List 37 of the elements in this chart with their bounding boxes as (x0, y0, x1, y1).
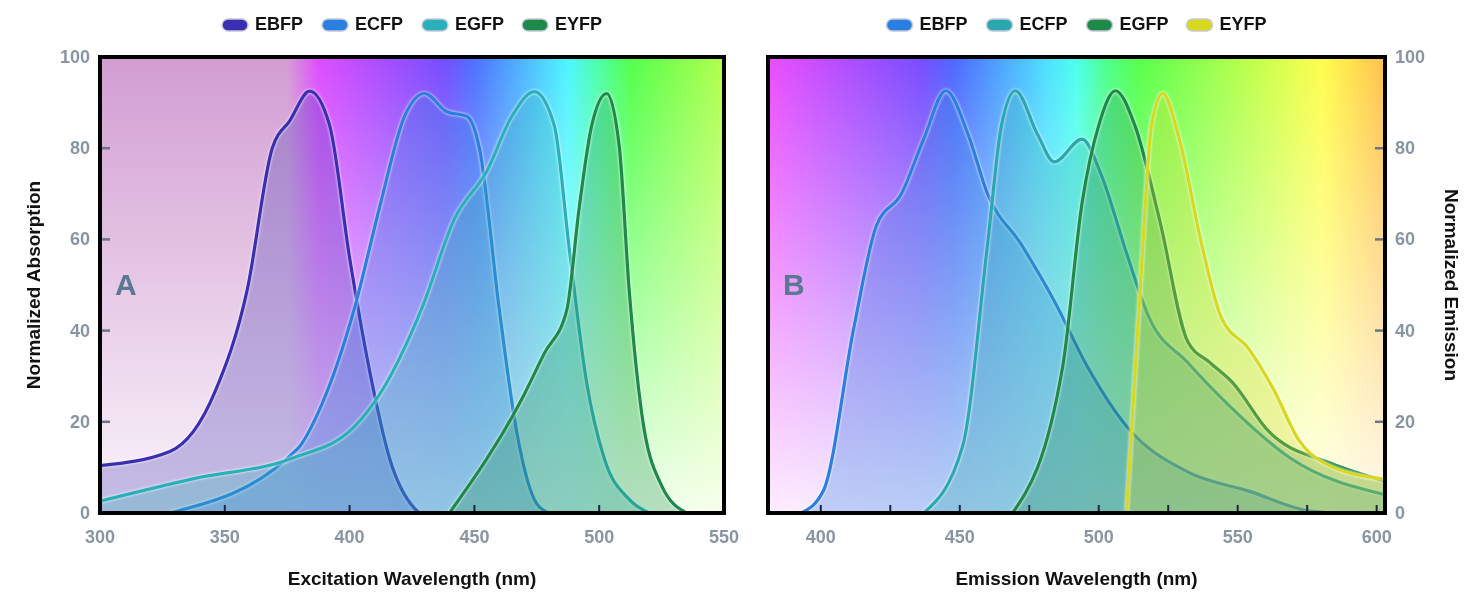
legend-label: ECFP (355, 14, 404, 34)
legend-label: EBFP (255, 14, 304, 34)
annotation: A (115, 268, 137, 301)
x-tick-label: 300 (84, 527, 116, 547)
x-axis-title: Emission Wavelength (nm) (955, 568, 1198, 589)
x-tick-label: 400 (334, 527, 365, 547)
y2-tick-label: 0 (1395, 503, 1406, 523)
y-axis-title: Normalized Absorption (23, 180, 44, 390)
y2-axis-title: Normalized Emission (1441, 188, 1462, 382)
legend-label: EGFP (455, 14, 505, 34)
x-tick-label: 350 (209, 527, 240, 547)
x-axis-title: Excitation Wavelength (nm) (287, 568, 537, 589)
x-tick-label: 500 (584, 527, 615, 547)
x-tick-label: 400 (805, 527, 836, 547)
y-tick-label: 60 (69, 229, 90, 250)
y-tick-label: 100 (59, 47, 90, 67)
y2-tick-label: 20 (1395, 411, 1416, 432)
x-tick-label: 500 (1083, 527, 1114, 547)
legend-label: EYFP (555, 14, 603, 34)
legend-label: ECFP (1019, 14, 1068, 34)
x-tick-label: 550 (1222, 527, 1253, 547)
y2-tick-label: 40 (1395, 320, 1416, 341)
x-tick-label: 450 (944, 527, 975, 547)
y2-tick-label: 80 (1395, 138, 1416, 159)
y-tick-label: 80 (69, 138, 90, 159)
annotation: B (783, 268, 805, 301)
y2-tick-label: 60 (1395, 229, 1416, 250)
y-tick-label: 40 (69, 320, 90, 341)
y2-tick-label: 100 (1395, 47, 1426, 67)
x-tick-label: 600 (1361, 527, 1392, 547)
x-tick-label: 550 (708, 527, 740, 547)
y-tick-label: 20 (69, 411, 90, 432)
y-tick-label: 0 (79, 503, 90, 523)
legend-label: EYFP (1219, 14, 1267, 34)
x-tick-label: 450 (459, 527, 490, 547)
legend-label: EBFP (919, 14, 968, 34)
legend-label: EGFP (1119, 14, 1169, 34)
